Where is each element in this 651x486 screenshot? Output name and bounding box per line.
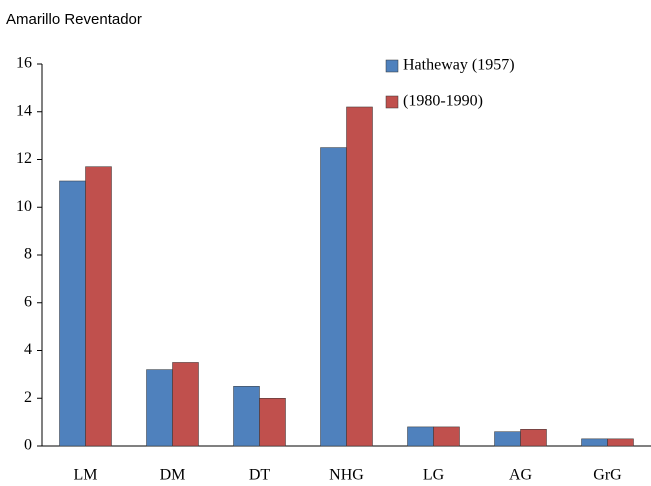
bar [172, 362, 199, 447]
y-tick-label: 16 [16, 55, 32, 72]
bar [407, 426, 434, 447]
x-tick-label: LM [74, 467, 98, 484]
y-tick-label: 8 [24, 246, 32, 263]
legend-swatch [385, 59, 399, 73]
bar [433, 426, 460, 447]
y-tick-label: 14 [16, 102, 32, 119]
bar [607, 438, 634, 447]
x-tick-label: NHG [329, 467, 364, 484]
bar [59, 180, 86, 447]
x-tick-label: DM [160, 467, 186, 484]
legend-swatch [385, 95, 399, 109]
bar [233, 386, 260, 447]
bar [581, 438, 608, 447]
bar [259, 398, 286, 447]
x-tick-label: AG [509, 467, 533, 484]
bar [146, 369, 173, 447]
y-tick-label: 0 [24, 437, 32, 454]
bar [346, 106, 373, 447]
chart-title: Amarillo Reventador [6, 11, 142, 28]
legend-label: Hatheway (1957) [403, 57, 515, 74]
legend-label: (1980-1990) [403, 93, 483, 110]
y-tick-label: 12 [16, 150, 32, 167]
x-tick-label: GrG [593, 467, 622, 484]
bar [85, 166, 112, 447]
bar [320, 147, 347, 447]
y-tick-label: 4 [24, 341, 32, 358]
x-tick-label: DT [249, 467, 271, 484]
y-tick-label: 2 [24, 389, 32, 406]
bar [520, 429, 547, 447]
y-tick-label: 10 [16, 198, 32, 215]
bar [494, 431, 521, 447]
x-tick-label: LG [423, 467, 445, 484]
y-tick-label: 6 [24, 293, 32, 310]
